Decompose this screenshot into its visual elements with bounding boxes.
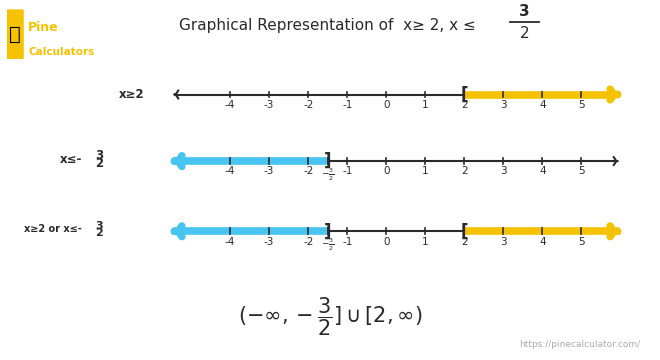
Text: 0: 0 — [383, 100, 389, 110]
Text: -2: -2 — [303, 100, 313, 110]
Text: 5: 5 — [578, 237, 585, 247]
Text: 5: 5 — [578, 166, 585, 176]
Text: 5: 5 — [578, 100, 585, 110]
Text: -4: -4 — [225, 166, 236, 176]
Text: -4: -4 — [225, 237, 236, 247]
Text: 0: 0 — [383, 237, 389, 247]
Text: $(-\infty,-\dfrac{3}{2}]\cup[2,\infty)$: $(-\infty,-\dfrac{3}{2}]\cup[2,\infty)$ — [238, 296, 422, 338]
Text: -1: -1 — [342, 100, 352, 110]
Text: 🍍: 🍍 — [9, 25, 20, 44]
Text: 4: 4 — [539, 100, 546, 110]
Text: x≥2 or x≤-: x≥2 or x≤- — [24, 224, 82, 234]
Text: -1: -1 — [342, 237, 352, 247]
Text: Graphical Representation of  x≥ 2, x ≤: Graphical Representation of x≥ 2, x ≤ — [179, 18, 481, 33]
Text: ]: ] — [324, 152, 331, 170]
Text: 3: 3 — [500, 166, 507, 176]
Text: 2: 2 — [520, 26, 529, 41]
Text: -3: -3 — [264, 166, 275, 176]
Text: $\mathsf{-\frac{3}{2}}$: $\mathsf{-\frac{3}{2}}$ — [321, 166, 335, 183]
Text: -3: -3 — [264, 237, 275, 247]
Text: -1: -1 — [342, 166, 352, 176]
Text: 3: 3 — [519, 4, 530, 19]
Text: 1: 1 — [422, 166, 428, 176]
Text: x≥2: x≥2 — [119, 88, 145, 101]
Text: -2: -2 — [303, 166, 313, 176]
Text: https://pinecalculator.com/: https://pinecalculator.com/ — [519, 340, 640, 349]
Text: 3: 3 — [500, 100, 507, 110]
Text: Pine: Pine — [28, 21, 59, 34]
Text: -3: -3 — [264, 100, 275, 110]
Text: -2: -2 — [303, 237, 313, 247]
Text: 2: 2 — [461, 237, 467, 247]
Text: [: [ — [461, 222, 468, 240]
Text: 2: 2 — [95, 157, 104, 170]
Text: 1: 1 — [422, 100, 428, 110]
Text: -4: -4 — [225, 100, 236, 110]
Text: 2: 2 — [96, 228, 103, 238]
Text: Calculators: Calculators — [28, 47, 94, 57]
Text: x≤-: x≤- — [59, 153, 82, 166]
Text: 4: 4 — [539, 237, 546, 247]
Text: $\mathsf{-\frac{3}{2}}$: $\mathsf{-\frac{3}{2}}$ — [321, 237, 335, 253]
Text: 4: 4 — [539, 166, 546, 176]
Text: ]: ] — [324, 222, 331, 240]
Text: 2: 2 — [461, 166, 467, 176]
FancyBboxPatch shape — [6, 9, 24, 59]
Text: 3: 3 — [96, 221, 103, 230]
Text: 0: 0 — [383, 166, 389, 176]
Text: 2: 2 — [461, 100, 467, 110]
Text: 1: 1 — [422, 237, 428, 247]
Text: 3: 3 — [500, 237, 507, 247]
Text: 3: 3 — [95, 149, 104, 162]
Text: [: [ — [461, 85, 468, 104]
